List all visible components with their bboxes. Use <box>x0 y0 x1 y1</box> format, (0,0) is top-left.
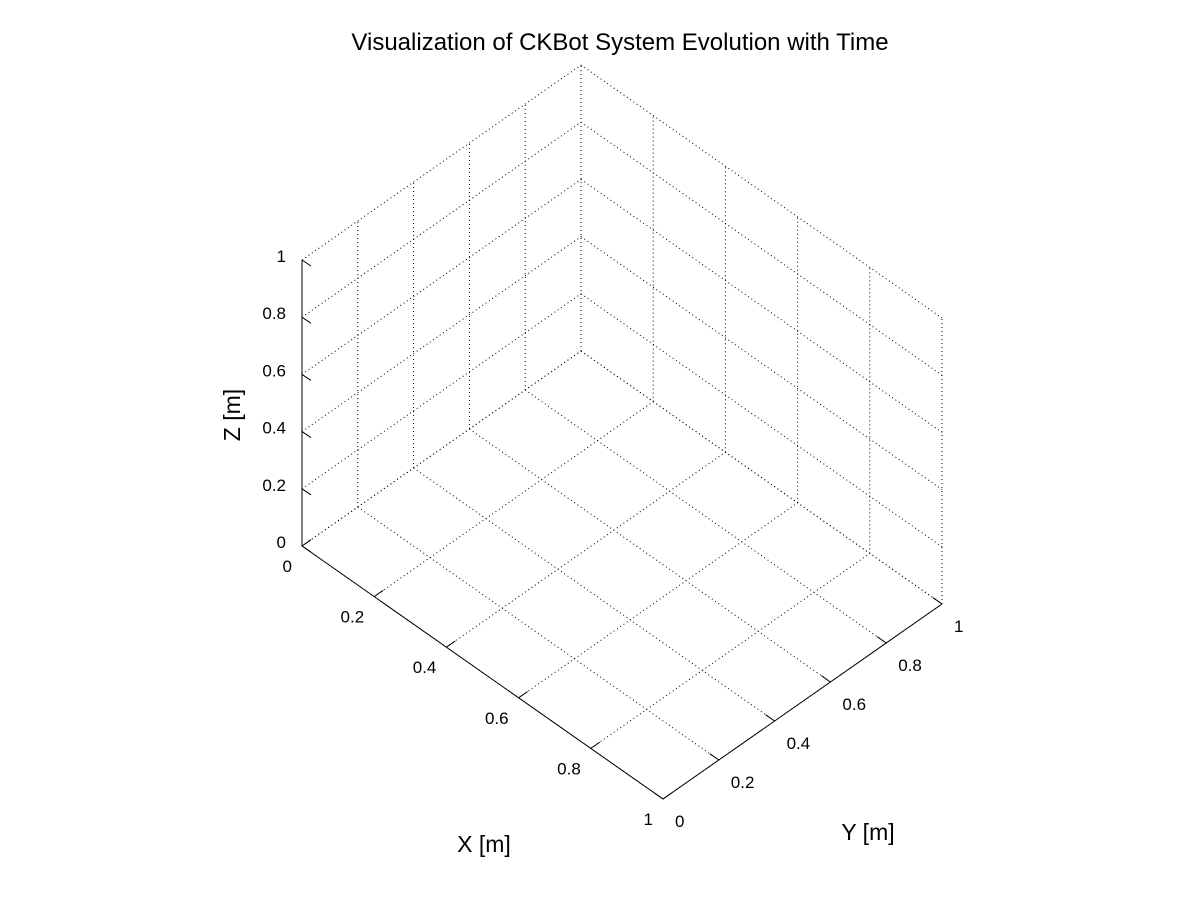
left-wall-grid-line-z <box>580 293 943 548</box>
z-tick-label: 0.4 <box>262 419 286 438</box>
x-tick-label: 0.4 <box>413 658 437 677</box>
y-axis-label: Y [m] <box>841 819 894 845</box>
z-tick-mark <box>301 316 312 324</box>
y-tick-mark <box>765 714 775 722</box>
x-tick-label: 0.6 <box>485 709 509 728</box>
y-tick-label: 0.4 <box>787 734 811 753</box>
z-tick-mark <box>301 431 312 439</box>
y-tick-label: 0.6 <box>842 695 866 714</box>
y-tick-mark <box>876 636 887 644</box>
z-tick-label: 0.8 <box>262 304 286 323</box>
floor-grid-line-y <box>357 506 720 761</box>
x-tick-mark <box>446 640 456 648</box>
z-tick-label: 1 <box>277 247 286 266</box>
left-wall-grid-line-z <box>580 121 943 376</box>
x-axis-line <box>301 545 664 800</box>
z-tick-mark <box>301 373 312 381</box>
floor-grid-line-x <box>518 502 798 699</box>
left-wall-grid-line-z <box>580 178 943 433</box>
right-wall-grid-line-z <box>301 178 582 375</box>
x-tick-mark <box>590 741 601 749</box>
x-tick-label: 0 <box>283 557 292 576</box>
right-wall-grid-line-z <box>301 293 582 490</box>
left-wall-grid-line-z <box>580 350 943 605</box>
x-tick-mark <box>518 691 528 699</box>
y-axis-line <box>662 603 943 800</box>
y-tick-mark <box>932 597 943 605</box>
z-axis-label: Z [m] <box>219 389 245 441</box>
y-tick-mark <box>821 675 831 683</box>
floor-grid-line-y <box>469 428 831 683</box>
y-tick-label: 0 <box>675 812 684 831</box>
right-wall-grid-line-z <box>301 64 582 261</box>
x-tick-label: 0.8 <box>557 759 581 778</box>
x-tick-mark <box>662 792 673 800</box>
right-wall-grid-line-z <box>301 236 582 433</box>
x-tick-mark <box>301 539 312 547</box>
z-tick-label: 0.6 <box>262 361 286 380</box>
left-wall-grid-line-z <box>580 64 943 319</box>
z-tick-mark <box>301 488 312 496</box>
z-tick-label: 0 <box>277 533 286 552</box>
z-tick-label: 0.2 <box>262 476 286 495</box>
x-tick-label: 1 <box>644 810 653 829</box>
floor-grid-line-y <box>524 389 887 644</box>
x-axis-label: X [m] <box>457 831 511 857</box>
z-tick-mark <box>301 545 312 553</box>
left-wall-grid-line-z <box>580 236 943 491</box>
right-wall-grid-line-z <box>301 350 582 547</box>
y-tick-mark <box>709 753 720 761</box>
x-tick-mark <box>373 589 384 598</box>
z-tick-mark <box>301 259 312 267</box>
y-tick-label: 0.8 <box>898 656 922 675</box>
axes-layer <box>301 260 943 800</box>
right-wall-grid-line-z <box>301 121 582 318</box>
y-tick-label: 0.2 <box>731 773 755 792</box>
chart-title: Visualization of CKBot System Evolution … <box>351 29 888 56</box>
y-tick-mark <box>653 792 664 800</box>
floor-grid-line-x <box>373 401 654 598</box>
labels-layer: Visualization of CKBot System Evolution … <box>219 29 895 857</box>
x-tick-label: 0.2 <box>341 608 365 627</box>
floor-grid-line-y <box>413 467 775 722</box>
floor-grid-line-x <box>590 552 871 749</box>
y-tick-label: 1 <box>954 617 963 636</box>
ticks-layer: 0 0.2 0.4 0.6 0.8 1 0 0.2 0.4 0.6 0.8 1 0 0.2 0.4 0.6 0.… <box>262 247 963 831</box>
floor-grid-line-x <box>446 451 726 648</box>
